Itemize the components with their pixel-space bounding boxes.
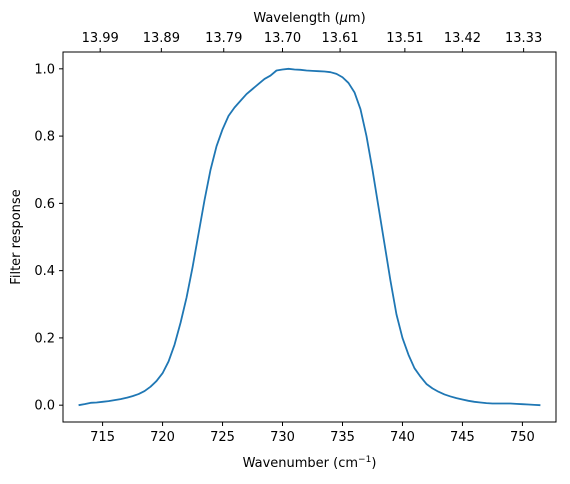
- x-axis-label: Wavenumber (cm−1): [243, 455, 377, 471]
- y-tick-label: 1.0: [34, 62, 55, 77]
- y-tick-label: 0.6: [34, 197, 55, 212]
- x-tick-label: 740: [390, 430, 415, 445]
- top-tick-label: 13.89: [143, 31, 180, 46]
- plot-area: [63, 52, 556, 422]
- y-tick-label: 0.0: [34, 399, 55, 414]
- top-tick-label: 13.51: [386, 31, 423, 46]
- top-tick-label: 13.42: [444, 31, 481, 46]
- top-tick-label: 13.33: [505, 31, 542, 46]
- y-tick-label: 0.2: [34, 331, 55, 346]
- series-layer: [78, 67, 541, 407]
- x-tick-label: 750: [510, 430, 535, 445]
- x-tick-label: 735: [330, 430, 355, 445]
- top-tick-label: 13.61: [321, 31, 358, 46]
- x-tick-label: 725: [210, 430, 235, 445]
- x-tick-label: 720: [150, 430, 175, 445]
- x-tick-label: 730: [270, 430, 295, 445]
- series-line-0: [78, 67, 541, 407]
- y-tick-label: 0.8: [34, 130, 55, 145]
- plot-frame: [62, 51, 557, 423]
- y-tick-label: 0.4: [34, 264, 55, 279]
- x-tick-label: 715: [90, 430, 115, 445]
- ticks-layer: 715 720 725 730 735 740 745 750 0.0 0.2 0.4 0.6 0.8 1…: [34, 31, 542, 445]
- top-tick-label: 13.70: [264, 31, 301, 46]
- y-axis-label: Filter response: [9, 189, 24, 284]
- top-tick-label: 13.99: [82, 31, 119, 46]
- top-axis-label: Wavelength (μm): [253, 11, 365, 26]
- x-tick-label: 745: [450, 430, 475, 445]
- top-tick-label: 13.79: [205, 31, 242, 46]
